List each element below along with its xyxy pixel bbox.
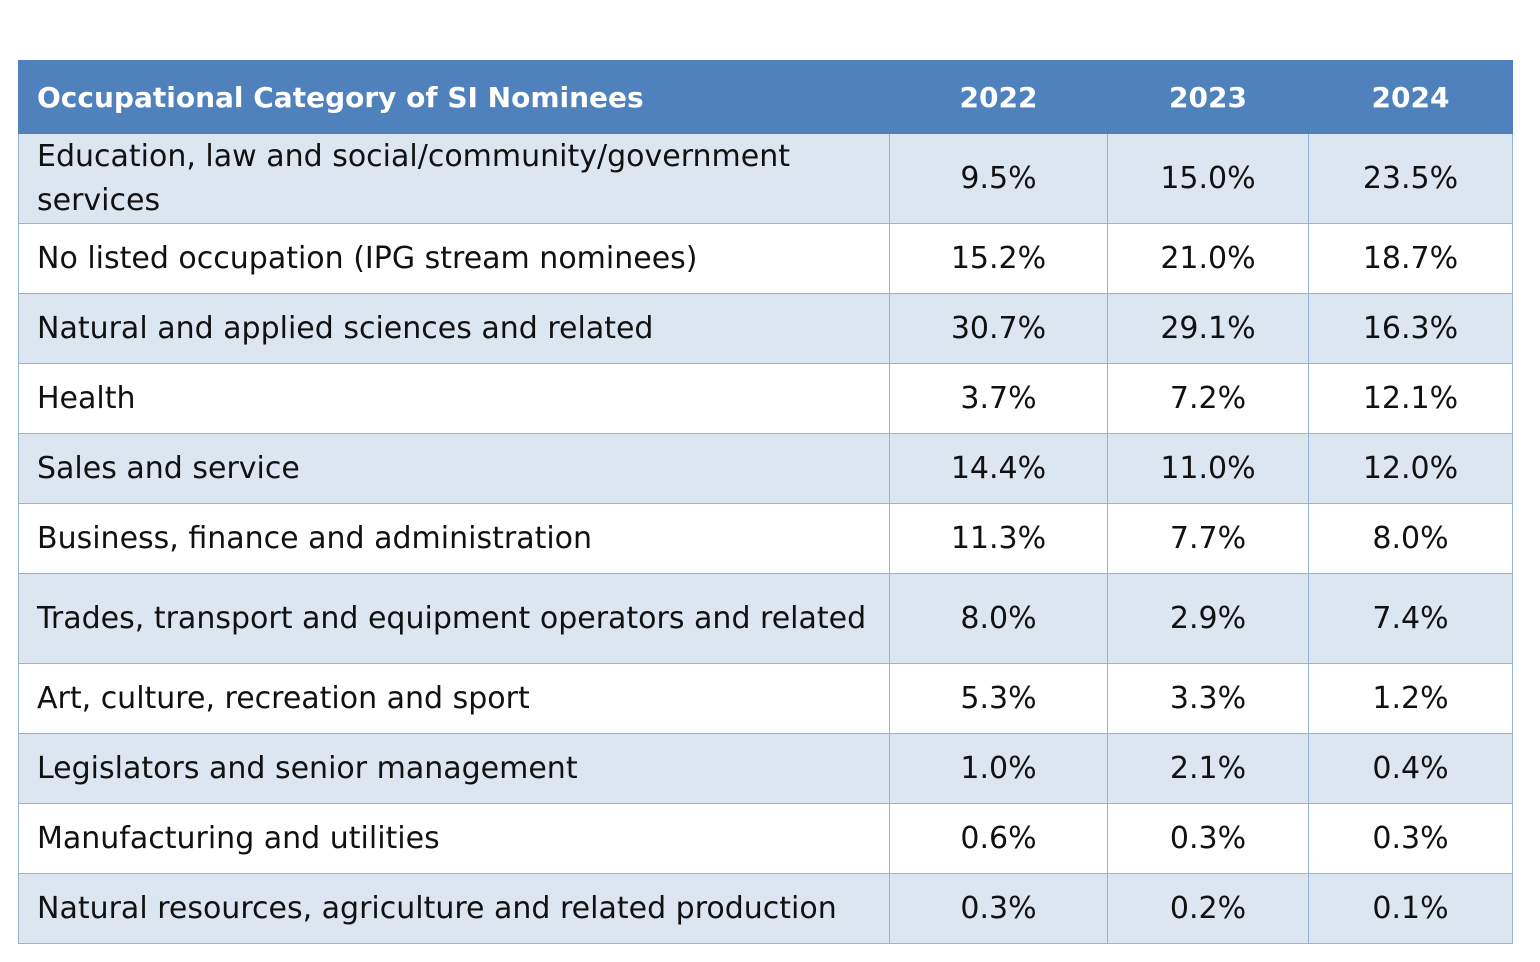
value-2022-cell: 14.4% [889,433,1108,504]
table-row: Sales and service 14.4% 11.0% 12.0% [18,433,1513,504]
value-2022-cell: 8.0% [889,573,1108,664]
value-2022-cell: 3.7% [889,363,1108,434]
value-2023-cell: 7.2% [1107,363,1309,434]
category-cell: Business, finance and administration [18,503,890,574]
value-2022-cell: 15.2% [889,223,1108,294]
header-year-2022: 2022 [889,60,1108,134]
value-2022-cell: 0.3% [889,873,1108,944]
value-2024-cell: 18.7% [1308,223,1513,294]
value-2023-cell: 3.3% [1107,663,1309,734]
header-category: Occupational Category of SI Nominees [18,60,890,134]
value-2023-cell: 2.1% [1107,733,1309,804]
category-cell: Art, culture, recreation and sport [18,663,890,734]
value-2024-cell: 1.2% [1308,663,1513,734]
value-2024-cell: 12.1% [1308,363,1513,434]
value-2023-cell: 0.2% [1107,873,1309,944]
value-2024-cell: 0.4% [1308,733,1513,804]
category-cell: Manufacturing and utilities [18,803,890,874]
value-2023-cell: 15.0% [1107,133,1309,224]
category-cell: No listed occupation (IPG stream nominee… [18,223,890,294]
table-row: Manufacturing and utilities 0.6% 0.3% 0.… [18,803,1513,874]
table-row: Health 3.7% 7.2% 12.1% [18,363,1513,434]
value-2024-cell: 23.5% [1308,133,1513,224]
value-2024-cell: 0.3% [1308,803,1513,874]
value-2023-cell: 7.7% [1107,503,1309,574]
value-2023-cell: 29.1% [1107,293,1309,364]
header-year-2024: 2024 [1308,60,1513,134]
value-2024-cell: 8.0% [1308,503,1513,574]
category-cell: Education, law and social/community/gove… [18,133,890,224]
category-cell: Natural resources, agriculture and relat… [18,873,890,944]
value-2022-cell: 1.0% [889,733,1108,804]
value-2024-cell: 12.0% [1308,433,1513,504]
value-2023-cell: 0.3% [1107,803,1309,874]
value-2022-cell: 9.5% [889,133,1108,224]
value-2022-cell: 11.3% [889,503,1108,574]
category-cell: Legislators and senior management [18,733,890,804]
table-header: Occupational Category of SI Nominees 202… [18,60,1513,134]
category-cell: Health [18,363,890,434]
value-2022-cell: 30.7% [889,293,1108,364]
category-cell: Natural and applied sciences and related [18,293,890,364]
value-2024-cell: 7.4% [1308,573,1513,664]
table-row: Trades, transport and equipment operator… [18,573,1513,664]
occupational-category-table: Occupational Category of SI Nominees 202… [18,60,1513,944]
table-row: Legislators and senior management 1.0% 2… [18,733,1513,804]
value-2022-cell: 5.3% [889,663,1108,734]
header-row: Occupational Category of SI Nominees 202… [18,60,1513,134]
value-2022-cell: 0.6% [889,803,1108,874]
category-cell: Sales and service [18,433,890,504]
table-row: Art, culture, recreation and sport 5.3% … [18,663,1513,734]
value-2024-cell: 16.3% [1308,293,1513,364]
category-cell: Trades, transport and equipment operator… [18,573,890,664]
table-row: Natural and applied sciences and related… [18,293,1513,364]
table-row: Education, law and social/community/gove… [18,133,1513,224]
value-2023-cell: 2.9% [1107,573,1309,664]
value-2023-cell: 21.0% [1107,223,1309,294]
value-2024-cell: 0.1% [1308,873,1513,944]
header-year-2023: 2023 [1107,60,1309,134]
table-row: Business, finance and administration 11.… [18,503,1513,574]
table-body: Education, law and social/community/gove… [18,133,1513,944]
table-row: No listed occupation (IPG stream nominee… [18,223,1513,294]
value-2023-cell: 11.0% [1107,433,1309,504]
table-row: Natural resources, agriculture and relat… [18,873,1513,944]
